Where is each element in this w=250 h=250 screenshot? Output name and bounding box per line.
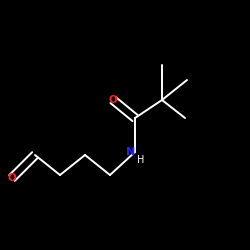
Text: O: O [8,173,16,183]
Text: N: N [126,147,136,157]
Text: H: H [137,155,145,165]
Text: O: O [108,95,118,105]
